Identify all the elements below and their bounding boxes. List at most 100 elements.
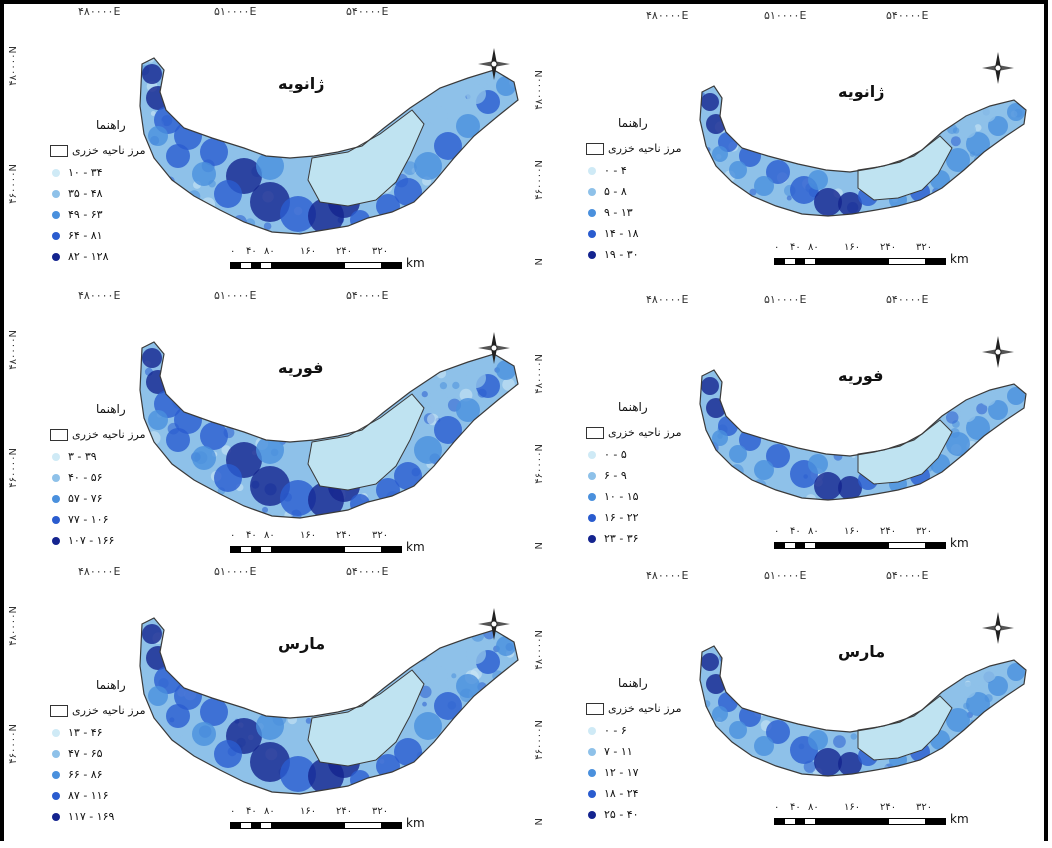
boundary-label: مرز ناحیه خزری — [608, 702, 682, 715]
scale-tick-label: ۴۰ — [790, 802, 801, 813]
legend-boundary-item: مرز ناحیه خزری — [50, 704, 146, 726]
legend: مرز ناحیه خزری ۰ - ۵ ۶ - ۹ ۱۰ - ۱۵ ۱۶ - ۲۲ ۲۳… — [586, 426, 682, 553]
legend-range-label: ۸۲ - ۱۲۸ — [68, 250, 109, 263]
easting-label: ۵۱۰۰۰۰E — [214, 566, 257, 578]
scale-tick-label: ۳۲۰ — [372, 530, 389, 541]
legend: مرز ناحیه خزری ۳ - ۳۹ ۴۰ - ۵۶ ۵۷ - ۷۶ ۷۷ - ۱… — [50, 428, 146, 555]
legend-range-label: ۸۷ - ۱۱۶ — [68, 789, 109, 802]
boundary-label: مرز ناحیه خزری — [72, 144, 146, 157]
legend-range-label: ۱۰ - ۳۴ — [68, 166, 103, 179]
legend-swatch — [588, 209, 596, 217]
legend-title: راهنما — [618, 400, 648, 414]
legend-range-label: ۴۷ - ۶۵ — [68, 747, 103, 760]
easting-label: ۴۸۰۰۰۰E — [646, 10, 689, 22]
boundary-zone — [307, 393, 425, 491]
easting-label: ۵۱۰۰۰۰E — [764, 10, 807, 22]
legend-swatch — [52, 169, 60, 177]
legend-range-label: ۵ - ۸ — [604, 185, 627, 198]
map-panel: ۴۸۰۰۰۰E ۵۱۰۰۰۰E ۵۴۰۰۰۰E ۴۸۰۰۰۰N ۴۶۰۰۰۰N مارس ر… — [8, 566, 528, 844]
scale-tick-label: ۸۰ — [808, 242, 819, 253]
legend-range-label: ۳۵ - ۴۸ — [68, 187, 103, 200]
scale-unit: km — [406, 540, 425, 554]
region-outline — [699, 369, 1027, 501]
legend-range-label: ۶ - ۹ — [604, 469, 627, 482]
scale-tick-label: ۴۰ — [790, 242, 801, 253]
legend-title: راهنما — [618, 116, 648, 130]
boundary-zone — [307, 669, 425, 767]
legend-item: ۱۰ - ۳۴ — [50, 166, 146, 187]
legend-title: راهنما — [96, 678, 126, 692]
northing-label: ۴۸۰۰۰۰N — [8, 330, 19, 370]
legend-swatch — [588, 230, 596, 238]
scale-tick-label: ۲۴۰ — [880, 802, 897, 813]
frame-right-edge — [1044, 0, 1048, 841]
legend-range-label: ۳ - ۳۹ — [68, 450, 97, 463]
frame-left-edge — [0, 0, 4, 841]
easting-label: ۵۴۰۰۰۰E — [886, 10, 929, 22]
legend-swatch — [52, 729, 60, 737]
easting-label: ۵۴۰۰۰۰E — [346, 6, 389, 18]
legend-item: ۰ - ۵ — [586, 448, 682, 469]
legend-swatch — [52, 516, 60, 524]
legend-swatch — [588, 251, 596, 259]
month-title: مارس — [278, 634, 326, 653]
map-panel: ۴۸۰۰۰۰E ۵۱۰۰۰۰E ۵۴۰۰۰۰E ۴۸۰۰۰۰N ۴۶۰۰۰۰N فوریه… — [8, 290, 528, 568]
legend-range-label: ۶۴ - ۸۱ — [68, 229, 103, 242]
easting-label: ۵۴۰۰۰۰E — [886, 294, 929, 306]
legend-item: ۱۲ - ۱۷ — [586, 766, 682, 787]
boundary-swatch — [586, 143, 604, 155]
legend-range-label: ۱۹ - ۳۰ — [604, 248, 639, 261]
easting-label: ۵۱۰۰۰۰E — [764, 294, 807, 306]
boundary-label: مرز ناحیه خزری — [72, 704, 146, 717]
legend-item: ۰ - ۶ — [586, 724, 682, 745]
legend-swatch — [52, 211, 60, 219]
map-panel: ۴۸۰۰۰۰E ۵۱۰۰۰۰E ۵۴۰۰۰۰E ۴۸۰۰۰۰N ۴۶۰۰۰۰N N مارس… — [528, 570, 1048, 848]
legend-swatch — [588, 790, 596, 798]
scale-tick-label: ۰ — [774, 242, 780, 253]
easting-label: ۵۴۰۰۰۰E — [346, 290, 389, 302]
scale-unit: km — [950, 812, 969, 826]
legend-swatch — [52, 190, 60, 198]
scale-tick-label: ۸۰ — [264, 530, 275, 541]
scale-unit: km — [406, 816, 425, 830]
northing-label: N — [534, 258, 545, 266]
legend-item: ۰ - ۴ — [586, 164, 682, 185]
north-arrow-icon — [478, 608, 510, 640]
precipitation-map — [139, 332, 519, 519]
legend-item: ۱۹ - ۳۰ — [586, 248, 682, 269]
legend-boundary-item: مرز ناحیه خزری — [586, 426, 682, 448]
north-arrow-icon — [982, 52, 1014, 84]
scale-tick-label: ۱۶۰ — [844, 802, 861, 813]
scale-tick-label: ۴۰ — [246, 246, 257, 257]
precipitation-map — [699, 52, 1027, 217]
legend-range-label: ۲۳ - ۳۶ — [604, 532, 639, 545]
legend-range-label: ۲۵ - ۴۰ — [604, 808, 639, 821]
legend-swatch — [52, 474, 60, 482]
easting-label: ۴۸۰۰۰۰E — [646, 294, 689, 306]
month-title: فوریه — [278, 358, 324, 377]
legend-boundary-item: مرز ناحیه خزری — [50, 144, 146, 166]
legend-item: ۱۰ - ۱۵ — [586, 490, 682, 511]
scale-tick-label: ۰ — [774, 802, 780, 813]
legend-swatch — [588, 535, 596, 543]
legend-title: راهنما — [96, 118, 126, 132]
boundary-label: مرز ناحیه خزری — [608, 142, 682, 155]
legend-item: ۴۰ - ۵۶ — [50, 471, 146, 492]
northing-label: N — [534, 542, 545, 550]
legend-swatch — [52, 813, 60, 821]
legend-range-label: ۱۳ - ۴۶ — [68, 726, 103, 739]
legend-range-label: ۱۰۷ - ۱۶۶ — [68, 534, 115, 547]
scale-tick-label: ۸۰ — [264, 246, 275, 257]
legend-range-label: ۰ - ۵ — [604, 448, 627, 461]
scale-tick-label: ۴۰ — [790, 526, 801, 537]
legend-range-label: ۴۰ - ۵۶ — [68, 471, 103, 484]
legend-item: ۴۹ - ۶۳ — [50, 208, 146, 229]
legend-range-label: ۰ - ۴ — [604, 164, 627, 177]
scale-tick-label: ۳۲۰ — [372, 806, 389, 817]
legend-swatch — [52, 253, 60, 261]
scale-tick-label: ۱۶۰ — [300, 806, 317, 817]
legend-title: راهنما — [618, 676, 648, 690]
easting-label: ۴۸۰۰۰۰E — [78, 6, 121, 18]
legend-item: ۱۶ - ۲۲ — [586, 511, 682, 532]
legend-item: ۸۷ - ۱۱۶ — [50, 789, 146, 810]
